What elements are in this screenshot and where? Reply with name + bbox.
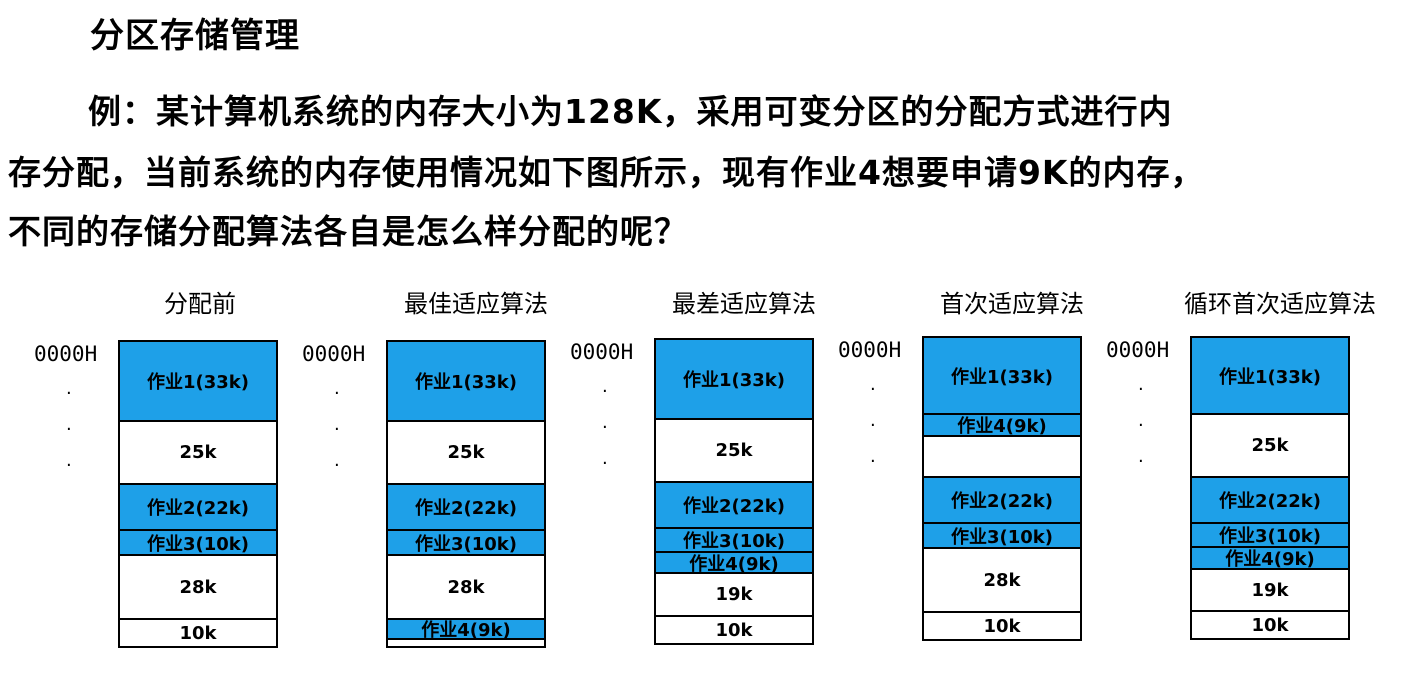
diagram-title: 分配前: [164, 290, 236, 318]
question-line-1: 例：某计算机系统的内存大小为128K，采用可变分区的分配方式进行内: [88, 92, 1173, 131]
job-block: 作业2(22k): [388, 485, 544, 531]
start-address-label: 0000H: [570, 340, 634, 364]
ellipsis-dot: .: [334, 414, 340, 435]
job-block: 作业3(10k): [924, 524, 1080, 549]
start-address-label: 0000H: [302, 342, 366, 366]
job-block: 作业1(33k): [1192, 338, 1348, 415]
ellipsis-dot: .: [602, 412, 608, 433]
diagram-2: 最佳适应算法 0000H... 作业1(33k) 25k 作业2(22k) 作业3(10k…: [298, 280, 568, 650]
free-block: 10k: [924, 613, 1080, 639]
free-block: 28k: [924, 549, 1080, 613]
diagram-4: 首次适应算法 0000H... 作业1(33k) 作业4(9k) 作业2(22k) 作业3…: [834, 280, 1104, 650]
ellipsis-dot: .: [602, 448, 608, 469]
ellipsis-dot: .: [66, 450, 72, 471]
diagram-5: 循环首次适应算法 0000H... 作业1(33k) 25k 作业2(22k) 作业3(1…: [1102, 280, 1376, 650]
job-block: 作业2(22k): [120, 485, 276, 531]
ellipsis-dot: .: [66, 414, 72, 435]
job-block: 作业2(22k): [1192, 478, 1348, 524]
ellipsis-dot: .: [870, 446, 876, 467]
start-address-label: 0000H: [1106, 338, 1170, 362]
free-block: 10k: [120, 620, 276, 646]
page-title: 分区存储管理: [90, 16, 300, 56]
job-block: 作业4(9k): [656, 553, 812, 575]
job-block: 作业3(10k): [656, 529, 812, 553]
ellipsis-dot: .: [1138, 446, 1144, 467]
ellipsis-dot: .: [334, 378, 340, 399]
job-block: 作业3(10k): [120, 531, 276, 556]
free-block: 25k: [388, 422, 544, 485]
free-block: 10k: [1192, 612, 1348, 638]
free-block: 25k: [656, 420, 812, 483]
free-block: 28k: [388, 556, 544, 620]
free-block: [924, 437, 1080, 478]
job-block: 作业1(33k): [388, 342, 544, 422]
diagram-1: 分配前 0000H... 作业1(33k) 25k 作业2(22k) 作业3(10k) 28…: [30, 280, 300, 650]
free-block: 10k: [656, 617, 812, 643]
diagram-title: 最佳适应算法: [404, 290, 548, 318]
free-block: [388, 640, 544, 646]
memory-column: 作业1(33k) 25k 作业2(22k) 作业3(10k) 作业4(9k) 19k 10k: [654, 338, 814, 645]
job-block: 作业1(33k): [924, 338, 1080, 415]
ellipsis-dot: .: [66, 378, 72, 399]
diagram-3: 最差适应算法 0000H... 作业1(33k) 25k 作业2(22k) 作业3(10k…: [566, 280, 836, 650]
ellipsis-dot: .: [1138, 374, 1144, 395]
question-line-3: 不同的存储分配算法各自是怎么样分配的呢？: [8, 212, 688, 251]
start-address-label: 0000H: [838, 338, 902, 362]
start-address-label: 0000H: [34, 342, 98, 366]
ellipsis-dot: .: [334, 450, 340, 471]
job-block: 作业2(22k): [656, 483, 812, 529]
job-block: 作业1(33k): [656, 340, 812, 420]
job-block: 作业4(9k): [924, 415, 1080, 437]
ellipsis-dot: .: [870, 410, 876, 431]
ellipsis-dot: .: [870, 374, 876, 395]
memory-column: 作业1(33k) 25k 作业2(22k) 作业3(10k) 28k 10k: [118, 340, 278, 648]
question-line-2: 存分配，当前系统的内存使用情况如下图所示，现有作业4想要申请9K的内存，: [8, 153, 1205, 192]
job-block: 作业3(10k): [388, 531, 544, 556]
job-block: 作业1(33k): [120, 342, 276, 422]
diagram-title: 最差适应算法: [672, 290, 816, 318]
diagram-title: 循环首次适应算法: [1184, 290, 1376, 318]
free-block: 25k: [1192, 415, 1348, 478]
job-block: 作业3(10k): [1192, 524, 1348, 548]
free-block: 19k: [1192, 570, 1348, 612]
memory-column: 作业1(33k) 25k 作业2(22k) 作业3(10k) 作业4(9k) 19k 10k: [1190, 336, 1350, 640]
job-block: 作业4(9k): [388, 620, 544, 641]
ellipsis-dot: .: [602, 376, 608, 397]
job-block: 作业2(22k): [924, 478, 1080, 524]
free-block: 25k: [120, 422, 276, 485]
ellipsis-dot: .: [1138, 410, 1144, 431]
memory-column: 作业1(33k) 25k 作业2(22k) 作业3(10k) 28k 作业4(9k): [386, 340, 546, 648]
diagram-title: 首次适应算法: [940, 290, 1084, 318]
memory-column: 作业1(33k) 作业4(9k) 作业2(22k) 作业3(10k) 28k 10k: [922, 336, 1082, 641]
free-block: 19k: [656, 574, 812, 617]
free-block: 28k: [120, 556, 276, 620]
job-block: 作业4(9k): [1192, 548, 1348, 570]
